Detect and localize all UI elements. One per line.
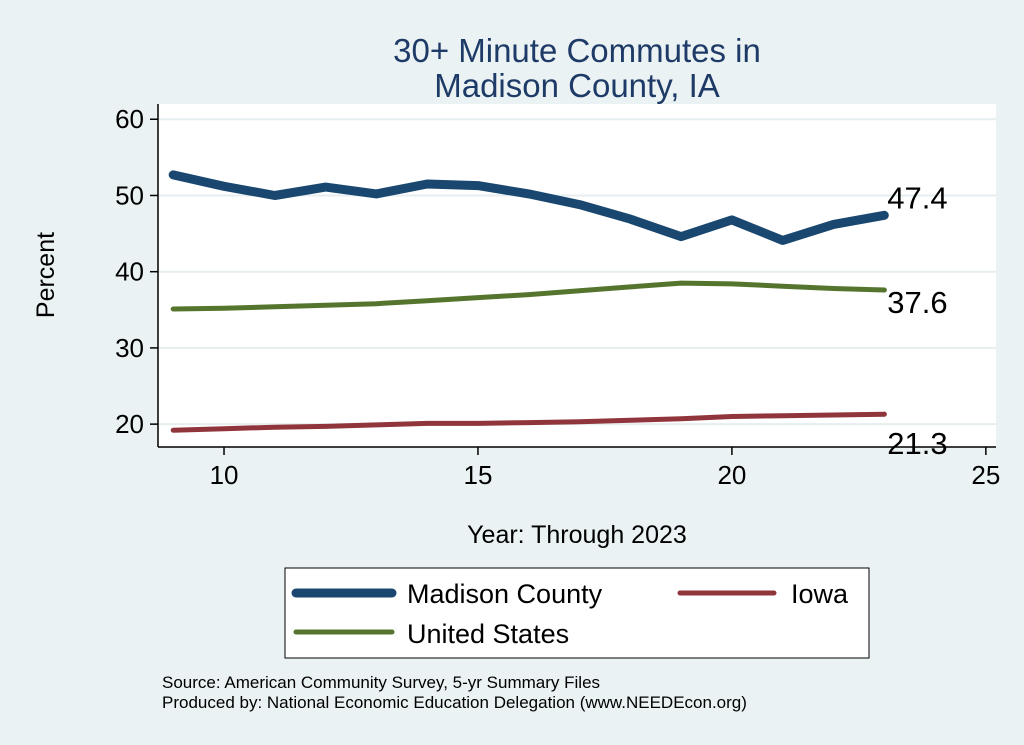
end-label-madison-county: 47.4 [887,180,947,215]
x-axis-title: Year: Through 2023 [467,521,687,549]
y-tick-label-60: 60 [115,104,144,134]
x-tick-label-20: 20 [717,460,746,490]
x-tick-label-10: 10 [210,460,239,490]
series-line-iowa [170,411,887,433]
axes: 20 30 40 50 60 10 15 20 25 [115,104,1000,490]
y-tick-label-40: 40 [115,257,144,287]
series-line-united-states [170,280,887,312]
series-lines [168,170,889,433]
end-point-iowa [881,411,887,417]
end-point-united-states [881,287,887,293]
chart-title-line-1: 30+ Minute Commutes in [393,32,761,69]
end-label-united-states: 37.6 [887,285,947,320]
producer-note: Produced by: National Economic Education… [162,693,747,712]
y-tick-label-20: 20 [115,409,144,439]
chart-title-line-2: Madison County, IA [434,67,720,104]
legend-label-united-states: United States [407,619,569,649]
x-tick-label-15: 15 [464,460,493,490]
legend-label-madison-county: Madison County [407,579,603,609]
end-point-madison-county [881,212,887,218]
legend-label-iowa: Iowa [791,579,849,609]
end-label-iowa: 21.3 [887,426,947,461]
legend: Madison County Iowa United States [284,567,870,659]
plot-area [158,104,996,447]
x-tick-label-25: 25 [971,460,1000,490]
y-axis-title: Percent [32,232,60,318]
y-tick-label-50: 50 [115,180,144,210]
end-labels: 47.4 37.6 21.3 [881,180,948,461]
series-line-madison-county [168,170,889,245]
legend-box [284,567,870,659]
source-note: Source: American Community Survey, 5-yr … [162,673,600,692]
y-tick-label-30: 30 [115,333,144,363]
